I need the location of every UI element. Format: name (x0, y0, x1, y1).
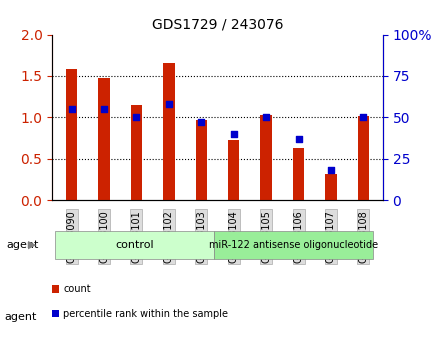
Text: control: control (115, 240, 154, 250)
Point (294, 136, 301, 141)
Bar (98, 78, 109, 200)
Text: miR-122 antisense oligonucleotide: miR-122 antisense oligonucleotide (209, 240, 378, 250)
Bar (292, 148, 303, 200)
Point (165, 101, 172, 107)
Text: agent: agent (4, 313, 36, 322)
Bar (260, 115, 271, 200)
Text: agent: agent (7, 240, 39, 250)
Point (359, 115, 366, 120)
Bar (357, 117, 368, 200)
Bar (195, 120, 207, 200)
Bar (325, 174, 336, 200)
Point (230, 131, 237, 137)
Point (100, 106, 107, 112)
Text: count: count (63, 284, 91, 294)
Text: ▶: ▶ (28, 240, 37, 250)
Bar (227, 140, 239, 200)
Bar (131, 105, 142, 200)
Title: GDS1729 / 243076: GDS1729 / 243076 (151, 18, 283, 32)
Point (197, 119, 204, 125)
Text: percentile rank within the sample: percentile rank within the sample (63, 308, 227, 318)
Point (68, 106, 75, 112)
Point (327, 168, 334, 173)
Bar (163, 63, 174, 200)
Bar (66, 69, 77, 200)
Point (262, 115, 269, 120)
Point (133, 115, 140, 120)
